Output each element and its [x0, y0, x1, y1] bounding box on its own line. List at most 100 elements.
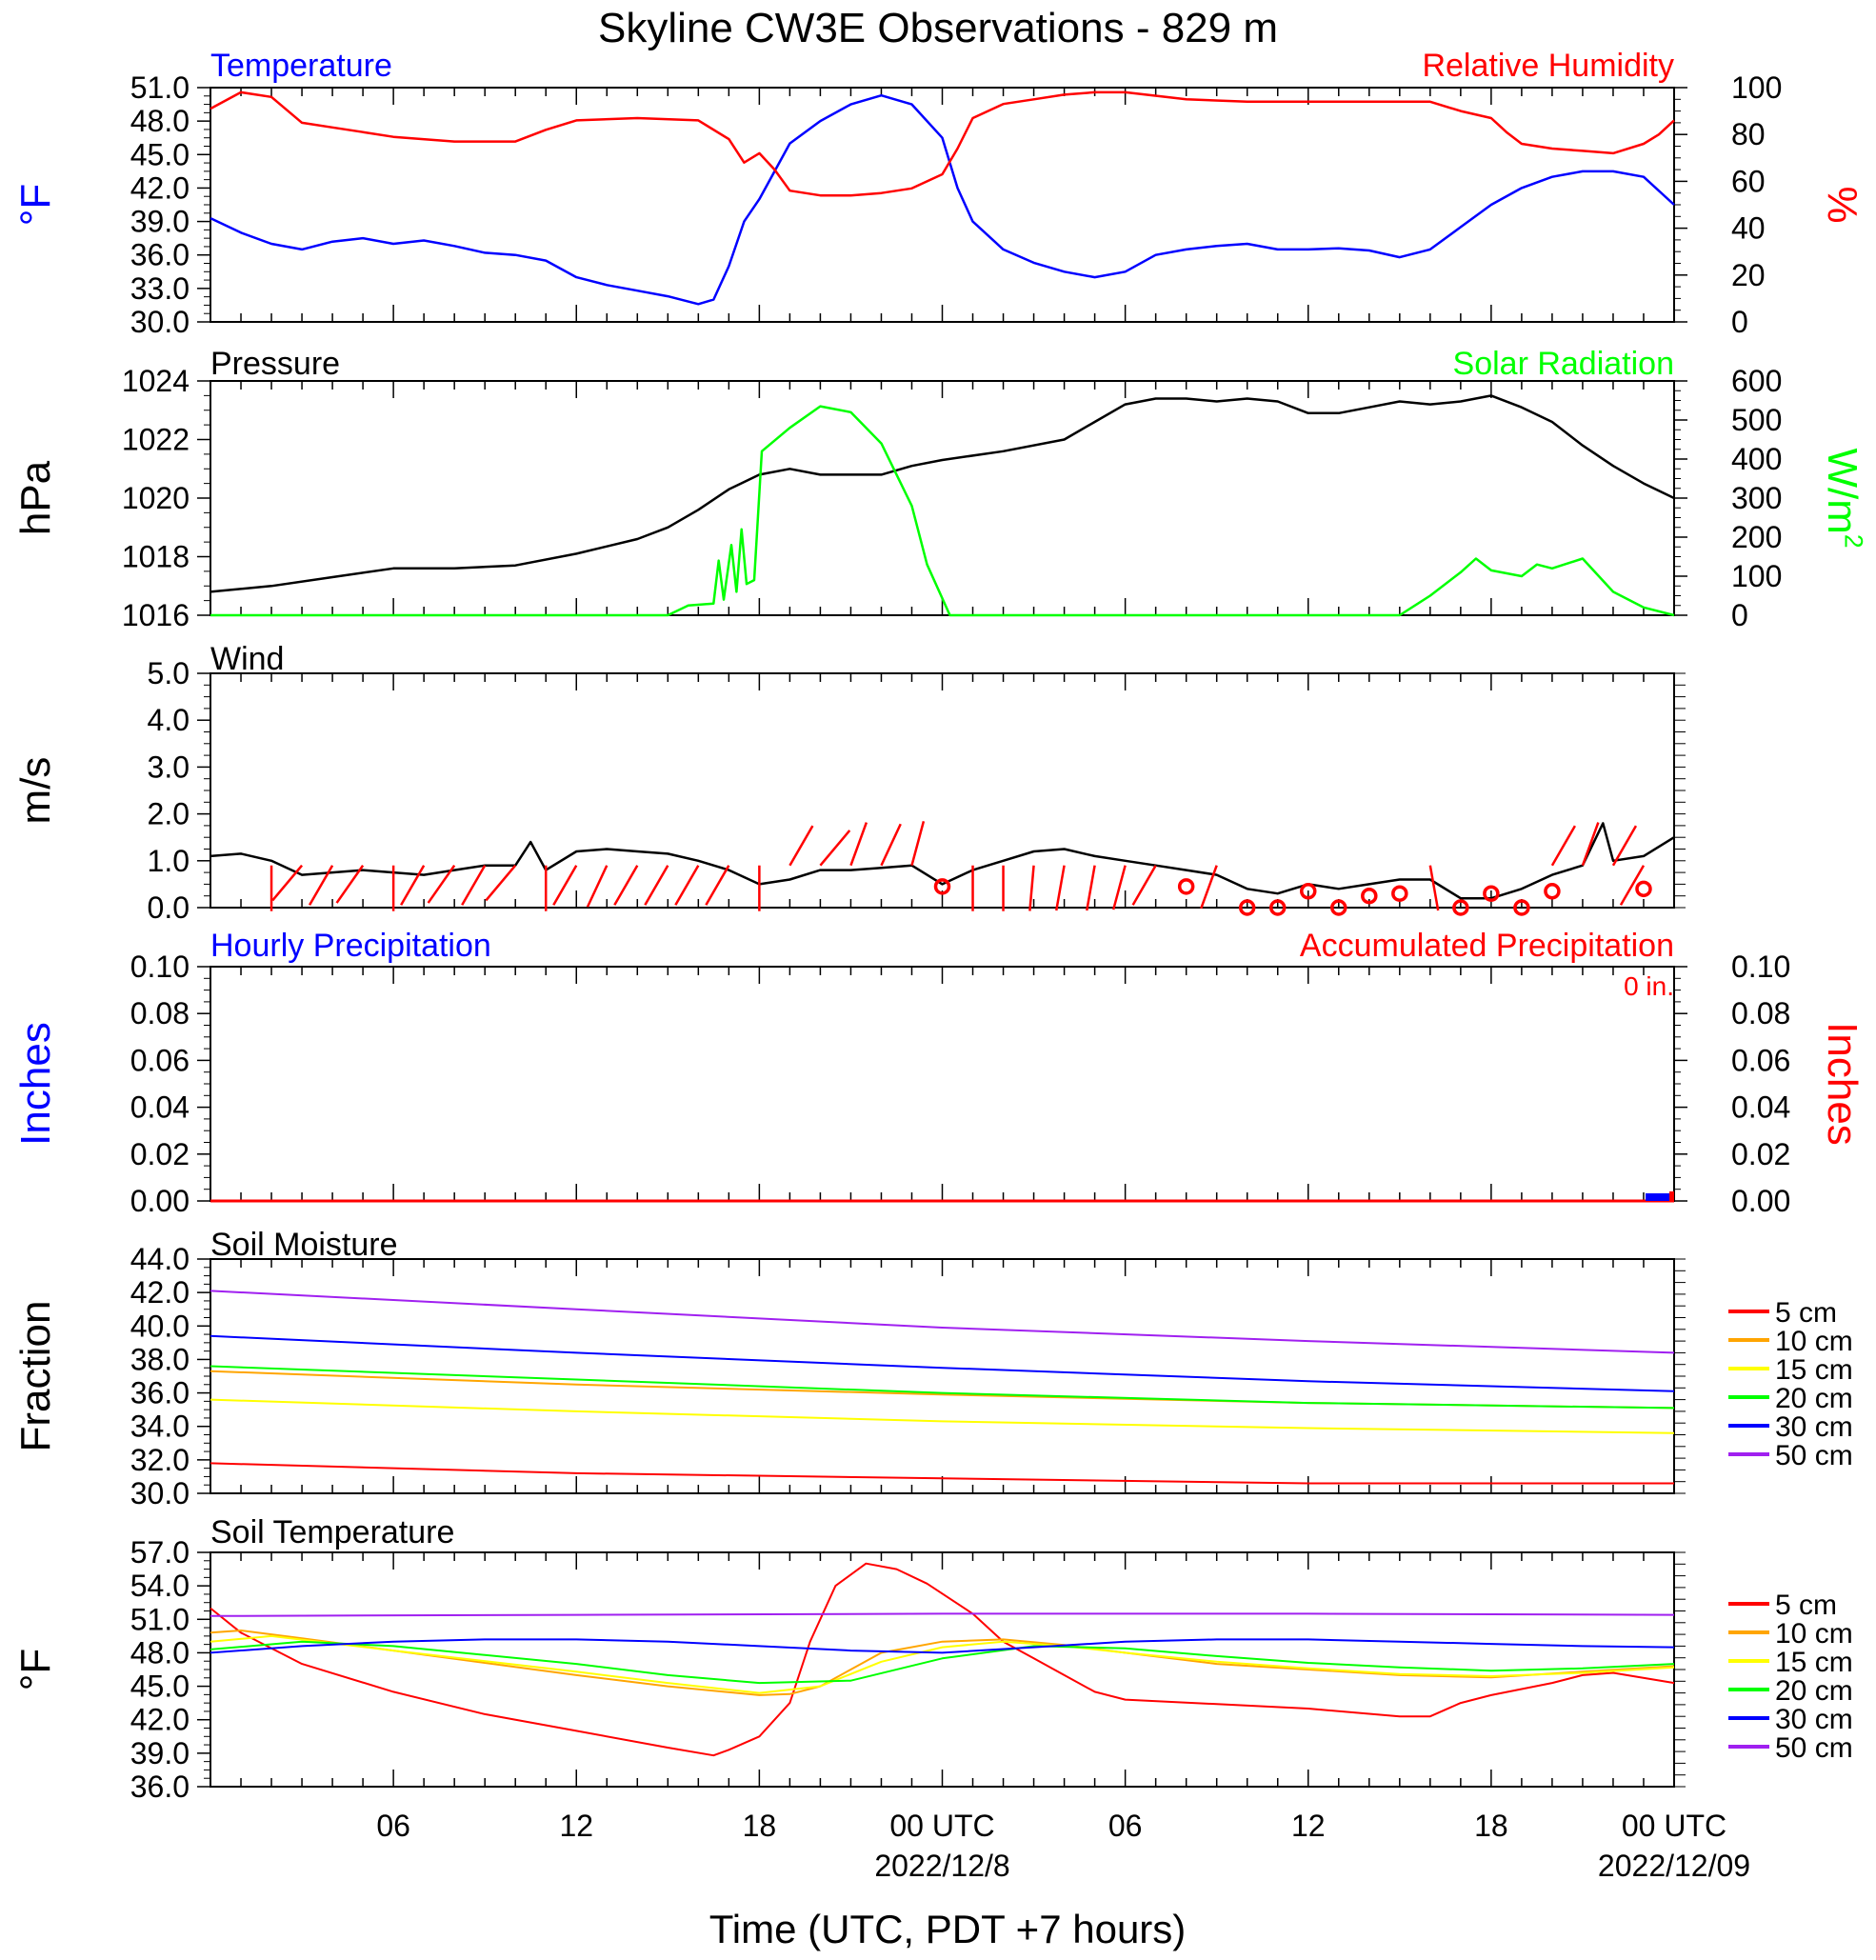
y2-tick-label: 40 — [1731, 211, 1766, 246]
panel-title-left: Soil Temperature — [210, 1514, 454, 1550]
y2-tick-label: 0.04 — [1731, 1090, 1790, 1125]
wind-barb — [485, 864, 517, 902]
panel-wind: Wind 5.0 4.0 3.0 2.0 1.0 0.0 m/s — [12, 641, 1686, 925]
series-10-cm — [210, 1630, 1675, 1696]
y2-tick-label: 200 — [1731, 520, 1782, 554]
wind-barb — [880, 823, 902, 867]
y-tick-label: 0.08 — [130, 996, 190, 1030]
wind-barb — [1428, 865, 1440, 911]
y-axis-unit: m/s — [12, 757, 59, 825]
series-50-cm — [210, 1290, 1675, 1354]
y-tick-label: 1020 — [122, 481, 190, 515]
series-solar-radiation — [210, 405, 1675, 617]
panel-title-left: Wind — [210, 641, 284, 677]
y-tick-label: 54.0 — [130, 1569, 190, 1603]
y-tick-label: 0.06 — [130, 1043, 190, 1077]
wind-barb — [1550, 825, 1576, 867]
legend-label: 20 cm — [1775, 1383, 1853, 1414]
y2-tick-label: 60 — [1731, 164, 1766, 198]
wind-barb — [1131, 865, 1157, 906]
y-axis-unit: Fraction — [12, 1301, 59, 1452]
y-tick-label: 1.0 — [148, 844, 190, 878]
accumulated-precipitation-value: 0 in. — [1624, 971, 1674, 1001]
y-tick-label: 42.0 — [130, 1703, 190, 1737]
x-tick-label: 18 — [1474, 1809, 1508, 1843]
y-axis-unit: hPa — [12, 460, 59, 535]
y-tick-label: 1018 — [122, 540, 190, 574]
series-15-cm — [210, 1634, 1675, 1694]
calm-wind-marker — [1300, 883, 1317, 900]
panel-title-left: Pressure — [210, 346, 340, 382]
calm-wind-marker — [1513, 899, 1530, 916]
calm-wind-marker — [1544, 883, 1561, 900]
calm-wind-marker — [1483, 885, 1500, 902]
legend-label: 50 cm — [1775, 1440, 1853, 1471]
wind-barb — [674, 865, 700, 906]
series-50-cm — [210, 1612, 1675, 1617]
legend-label: 15 cm — [1775, 1354, 1853, 1386]
legend-label: 10 cm — [1775, 1618, 1853, 1650]
wind-barb — [309, 865, 334, 906]
x-tick-label: 00 UTC — [1622, 1809, 1726, 1843]
wind-barb — [1581, 822, 1600, 867]
panel-temperature-humidity: Temperature Relative Humidity 51.048.045.0… — [12, 48, 1866, 339]
y-tick-label: 32.0 — [130, 1443, 190, 1477]
accumulated-precipitation-marker — [1669, 1191, 1674, 1201]
legend-label: 10 cm — [1775, 1326, 1853, 1357]
panel-title-left: Hourly Precipitation — [210, 928, 491, 964]
y-tick-label: 34.0 — [130, 1410, 190, 1444]
wind-barb — [400, 865, 426, 906]
y-tick-label: 2.0 — [148, 797, 190, 831]
y2-tick-label: 300 — [1731, 481, 1782, 515]
y-tick-label: 33.0 — [130, 271, 190, 306]
y-tick-label: 45.0 — [130, 1670, 190, 1704]
y2-tick-label: 0.08 — [1731, 996, 1790, 1030]
calm-wind-marker — [1452, 899, 1469, 916]
y-tick-label: 39.0 — [130, 205, 190, 239]
wind-barb — [788, 825, 814, 867]
x-tick-label: 06 — [1108, 1809, 1143, 1843]
y2-axis-unit: Inches — [1819, 1022, 1866, 1146]
y2-tick-label: 100 — [1731, 559, 1782, 593]
y-tick-label: 38.0 — [130, 1342, 190, 1376]
wind-barb — [586, 865, 609, 908]
series-wind-speed — [210, 822, 1675, 900]
wind-barb — [1111, 865, 1127, 910]
panel-soil-temperature: Soil Temperature 57.054.051.048.045.042.0… — [12, 1514, 1853, 1804]
panel-title-right: Relative Humidity — [1422, 48, 1674, 84]
wind-barb — [613, 865, 639, 906]
y-tick-label: 45.0 — [130, 137, 190, 171]
y-tick-label: 36.0 — [130, 238, 190, 272]
series-temperature — [210, 93, 1675, 306]
time-axis: 06 12 18 00 UTC 06 12 18 00 UTC 2022/12/8 2022/12… — [376, 1809, 1750, 1883]
wind-barb — [1611, 825, 1638, 867]
hourly-precipitation-bar — [1646, 1193, 1672, 1201]
y-tick-label: 0.0 — [148, 890, 190, 925]
y-tick-label: 51.0 — [130, 70, 190, 105]
calm-wind-marker — [1391, 885, 1408, 902]
wind-barb — [335, 865, 365, 904]
series-5-cm — [210, 1562, 1675, 1757]
calm-wind-marker — [1268, 899, 1287, 916]
legend-label: 30 cm — [1775, 1411, 1853, 1443]
y-tick-label: 36.0 — [130, 1376, 190, 1410]
y-tick-label: 44.0 — [130, 1242, 190, 1276]
y2-tick-label: 500 — [1731, 403, 1782, 437]
calm-wind-marker — [1635, 880, 1652, 898]
x-axis-label: Time (UTC, PDT +7 hours) — [709, 1907, 1187, 1951]
y-tick-label: 4.0 — [148, 703, 190, 737]
y-tick-label: 48.0 — [130, 1635, 190, 1670]
y-tick-label: 5.0 — [148, 656, 190, 690]
y-tick-label: 1024 — [122, 364, 190, 398]
panel-title-right: Accumulated Precipitation — [1300, 928, 1674, 964]
x-tick-label: 06 — [376, 1809, 410, 1843]
y-tick-label: 42.0 — [130, 170, 190, 205]
y-axis-unit: °F — [12, 184, 59, 226]
panel-title-right: Solar Radiation — [1453, 346, 1674, 382]
y2-tick-label: 20 — [1731, 258, 1766, 292]
y2-tick-label: 100 — [1731, 70, 1782, 105]
x-tick-label: 18 — [743, 1809, 777, 1843]
y-axis-unit: °F — [12, 1649, 59, 1690]
series-5-cm — [210, 1462, 1674, 1485]
